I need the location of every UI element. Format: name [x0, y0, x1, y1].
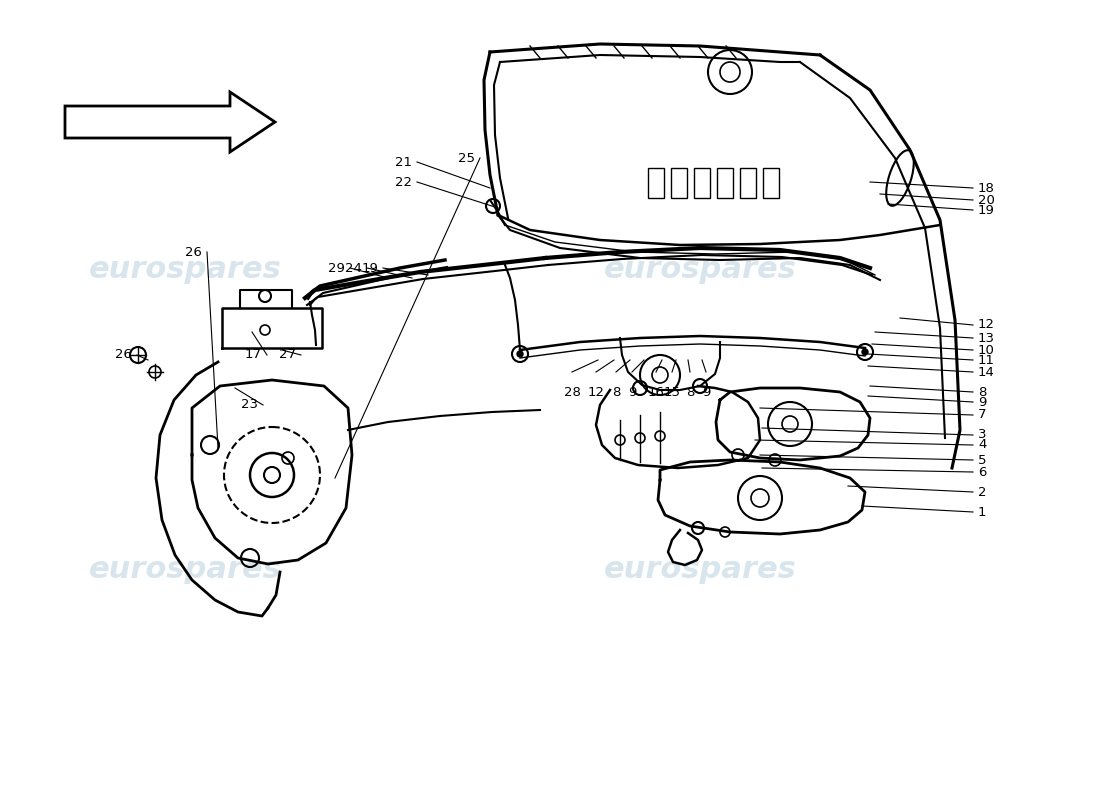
Text: 15: 15	[663, 386, 681, 399]
Text: 2: 2	[978, 486, 987, 498]
Text: 9: 9	[978, 395, 987, 409]
Text: 18: 18	[978, 182, 994, 194]
Text: 8: 8	[978, 386, 987, 398]
Text: 23: 23	[241, 398, 258, 411]
Text: 26: 26	[116, 349, 132, 362]
Text: eurospares: eurospares	[89, 255, 282, 285]
Text: 10: 10	[978, 343, 994, 357]
Text: 11: 11	[978, 354, 996, 366]
Text: 12: 12	[978, 318, 996, 331]
Text: 9: 9	[702, 386, 711, 399]
Text: 19: 19	[361, 262, 378, 274]
Text: 28: 28	[563, 386, 581, 399]
Text: 19: 19	[978, 203, 994, 217]
Text: 8: 8	[685, 386, 694, 399]
Text: 24: 24	[345, 262, 362, 274]
Text: 21: 21	[395, 155, 412, 169]
Text: 3: 3	[978, 429, 987, 442]
Text: 4: 4	[978, 438, 987, 451]
Text: eurospares: eurospares	[89, 555, 282, 585]
Text: 29: 29	[328, 262, 345, 274]
Text: 8: 8	[612, 386, 620, 399]
Text: 14: 14	[978, 366, 994, 378]
Circle shape	[517, 351, 522, 357]
Text: 9: 9	[628, 386, 636, 399]
Text: 25: 25	[458, 151, 475, 165]
Text: 16: 16	[648, 386, 664, 399]
Text: 12: 12	[587, 386, 605, 399]
Text: 13: 13	[978, 331, 996, 345]
Text: 26: 26	[185, 246, 202, 258]
Text: 1: 1	[978, 506, 987, 518]
Text: 17: 17	[245, 349, 262, 362]
Text: 5: 5	[978, 454, 987, 466]
Text: 22: 22	[395, 175, 412, 189]
Circle shape	[264, 467, 280, 483]
Text: 7: 7	[978, 409, 987, 422]
Circle shape	[862, 349, 868, 355]
Text: eurospares: eurospares	[604, 555, 796, 585]
Text: eurospares: eurospares	[604, 255, 796, 285]
Text: 20: 20	[978, 194, 994, 206]
Text: 27: 27	[279, 349, 296, 362]
Text: 6: 6	[978, 466, 987, 478]
Polygon shape	[65, 92, 275, 152]
